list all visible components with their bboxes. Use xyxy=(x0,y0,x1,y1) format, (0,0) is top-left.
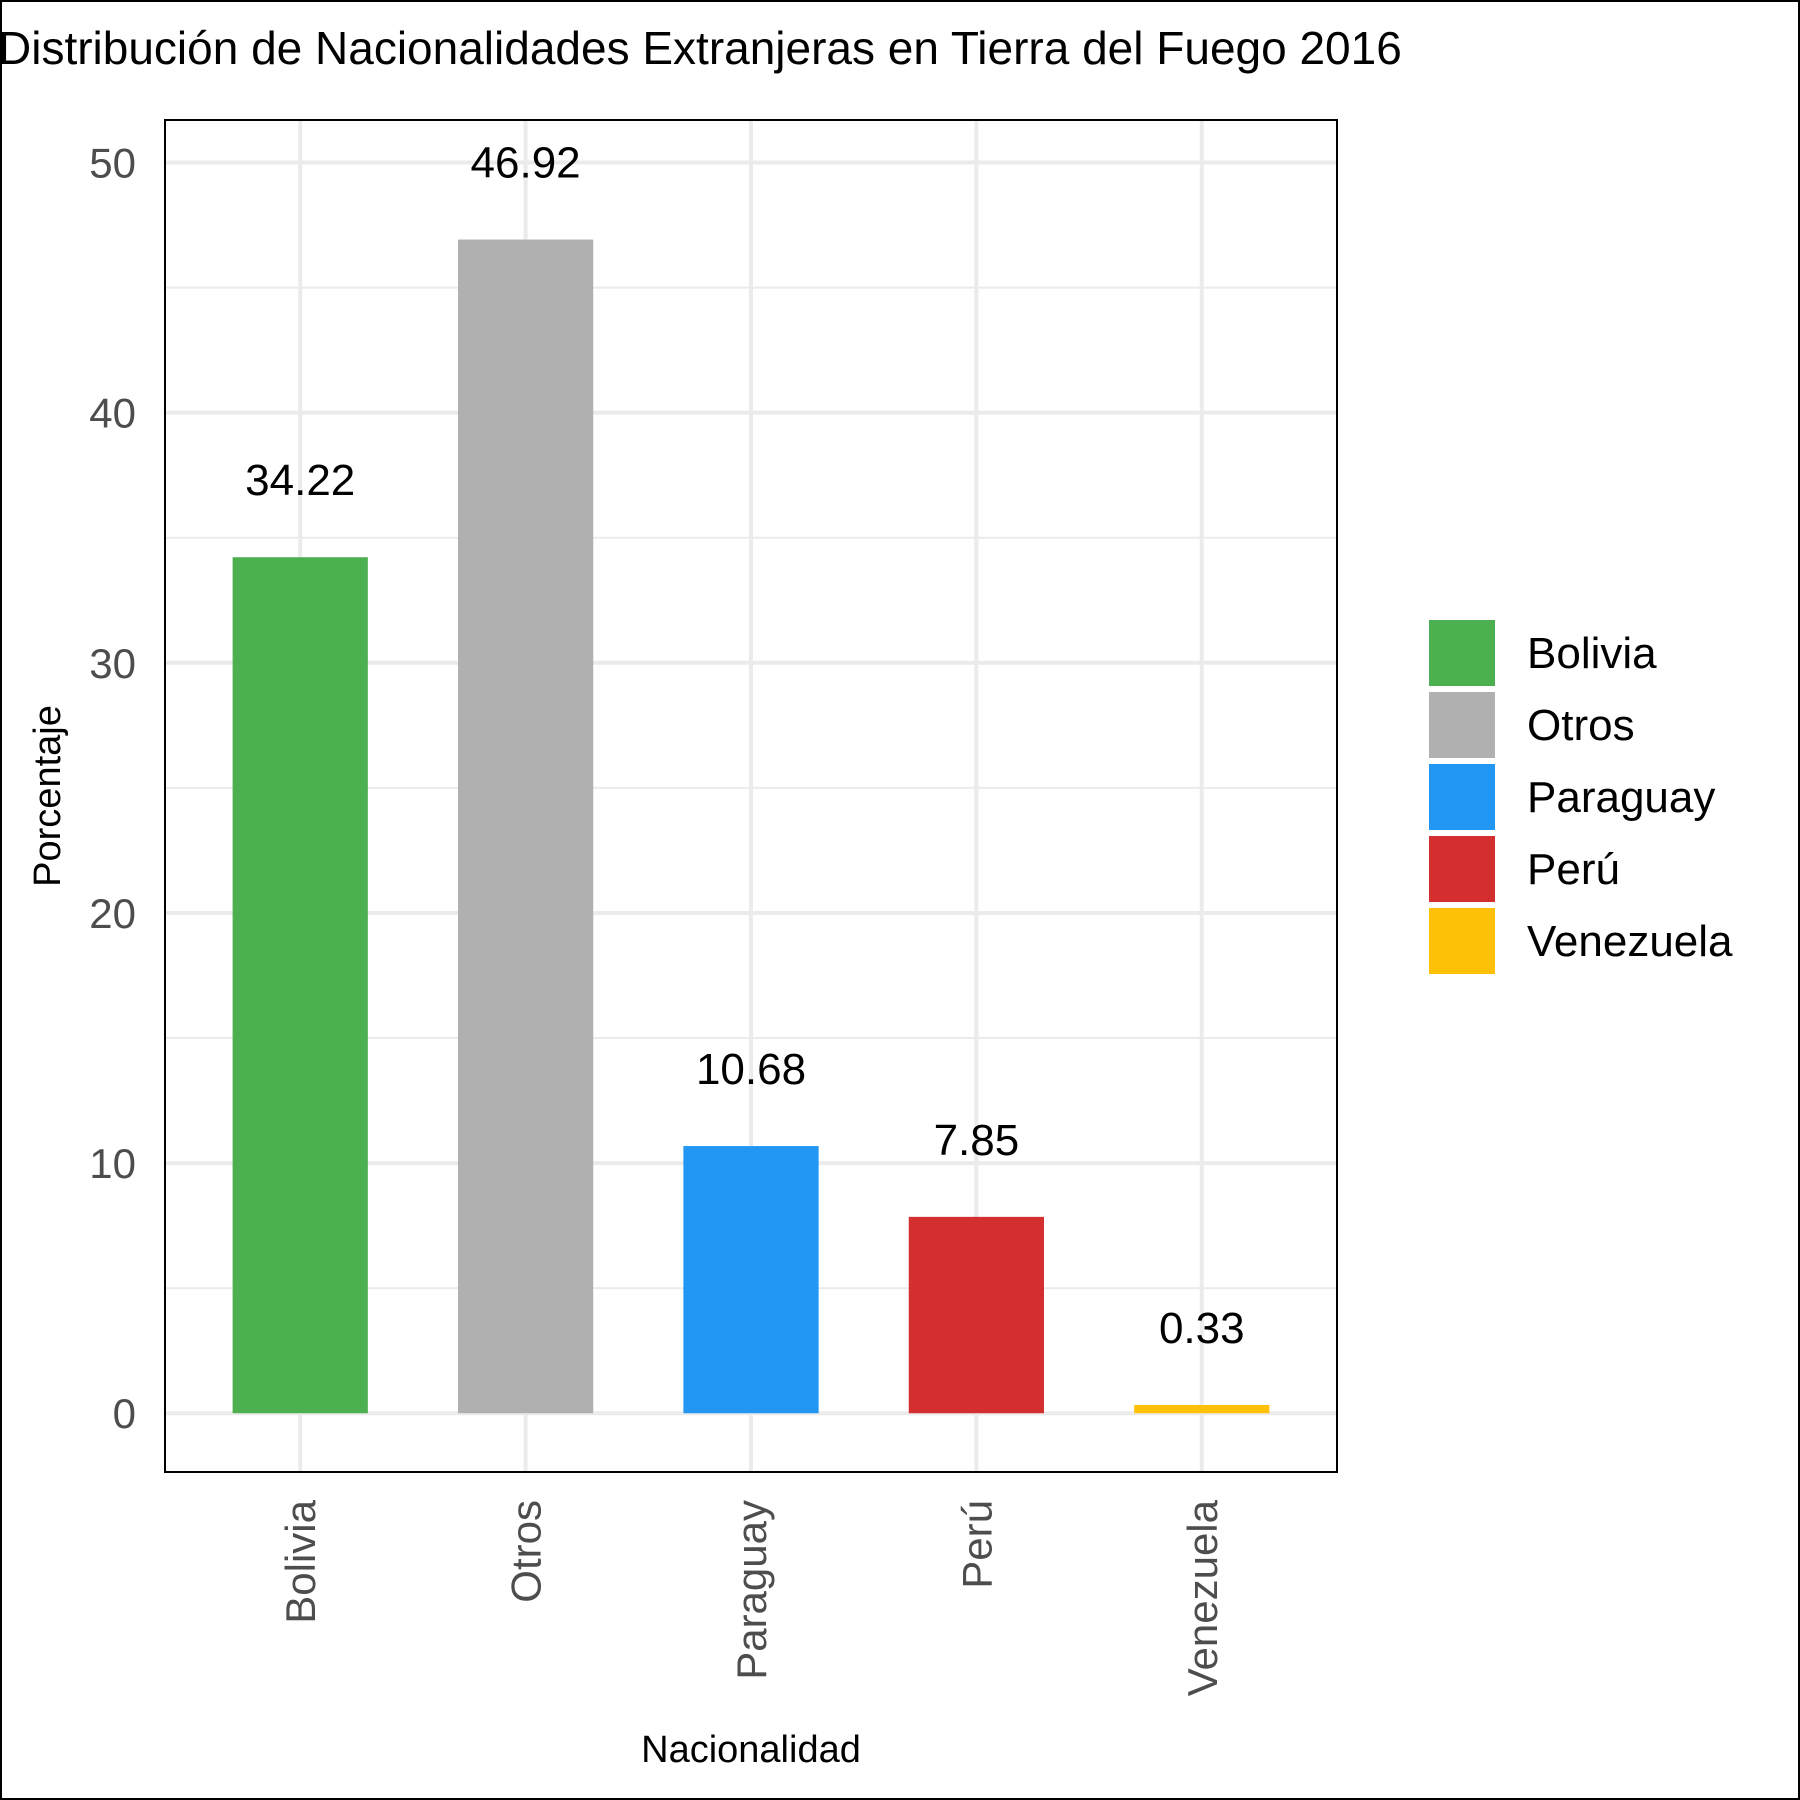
bar-venezuela xyxy=(1134,1404,1270,1414)
bar-bolivia xyxy=(232,557,368,1414)
legend-label: Bolivia xyxy=(1527,629,1657,678)
data-label: 34.22 xyxy=(245,456,355,505)
legend-label: Otros xyxy=(1527,701,1635,750)
y-axis-title: Porcentaje xyxy=(27,705,69,887)
x-tick-label: Paraguay xyxy=(728,1500,775,1680)
x-tick-label: Otros xyxy=(503,1500,550,1603)
data-label: 0.33 xyxy=(1159,1304,1245,1353)
data-labels: 34.22 46.92 10.68 7.85 0.33 xyxy=(245,139,1244,1353)
legend-key xyxy=(1429,764,1495,830)
legend-key xyxy=(1429,836,1495,902)
y-tick-label: 50 xyxy=(89,140,136,187)
y-tick-label: 40 xyxy=(89,390,136,437)
y-tick-label: 20 xyxy=(89,890,136,937)
legend-key xyxy=(1429,908,1495,974)
bar-otros xyxy=(458,239,594,1414)
bar-paraguay xyxy=(683,1146,819,1414)
x-tick-label: Perú xyxy=(953,1500,1000,1589)
x-tick-label: Bolivia xyxy=(277,1499,324,1623)
legend-label: Venezuela xyxy=(1527,917,1733,966)
legend-label: Paraguay xyxy=(1527,773,1715,822)
data-label: 10.68 xyxy=(696,1045,806,1094)
legend: Bolivia Otros Paraguay Perú Venezuela xyxy=(1429,620,1733,974)
data-label: 46.92 xyxy=(471,139,581,188)
bar-peru xyxy=(908,1216,1044,1414)
x-tick-label: Venezuela xyxy=(1179,1499,1226,1696)
x-axis-title: Nacionalidad xyxy=(641,1729,861,1771)
y-tick-label: 10 xyxy=(89,1140,136,1187)
legend-label: Perú xyxy=(1527,845,1620,894)
data-label: 7.85 xyxy=(934,1116,1020,1165)
plot-panel-border xyxy=(164,119,1338,1473)
y-tick-label: 0 xyxy=(113,1390,136,1437)
legend-key xyxy=(1429,692,1495,758)
chart-title: Distribución de Nacionalidades Extranjer… xyxy=(2,22,1402,74)
legend-key xyxy=(1429,620,1495,686)
x-axis-ticks: Bolivia Otros Paraguay Perú Venezuela xyxy=(277,1499,1226,1696)
bars xyxy=(232,239,1270,1414)
y-axis-ticks: 0 10 20 30 40 50 xyxy=(89,140,136,1438)
y-tick-label: 30 xyxy=(89,640,136,687)
